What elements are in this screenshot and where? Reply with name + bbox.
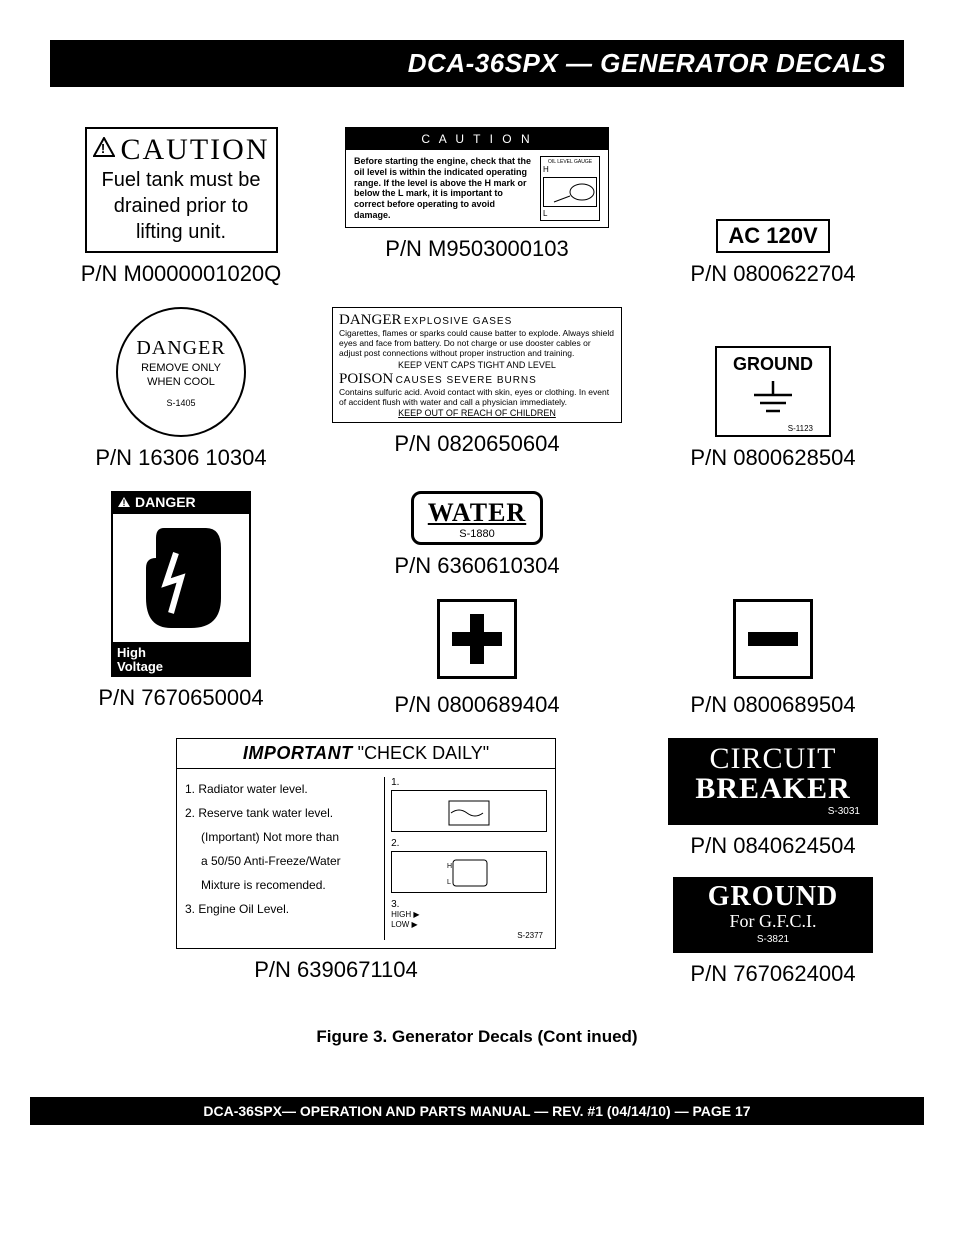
check-pic-label: 1. — [391, 777, 547, 788]
danger-subheading: EXPLOSIVE GASES — [404, 316, 512, 327]
decal-plus: P/N 0800689404 — [332, 599, 622, 718]
check-daily-label: "CHECK DAILY" — [353, 743, 489, 763]
part-number: P/N 7670624004 — [642, 961, 904, 987]
check-item: 2. Reserve tank water level. — [185, 801, 384, 825]
gfci-label: For G.F.C.I. — [691, 911, 855, 932]
oil-high-label: HIGH ▶ — [391, 910, 547, 920]
gauge-l: L — [543, 209, 597, 219]
figure-caption: Figure 3. Generator Decals (Cont inued) — [50, 1027, 904, 1047]
warning-triangle-icon: ! — [117, 495, 131, 511]
check-item: (Important) Not more than — [185, 825, 384, 849]
serial-number: S-1880 — [428, 528, 526, 540]
part-number: P/N 6390671104 — [50, 957, 622, 983]
decal-water: WATER S-1880 P/N 6360610304 — [332, 491, 622, 579]
decal-oil-caution: C A U T I O N Before starting the engine… — [332, 127, 622, 262]
check-item: Mixture is recomended. — [185, 873, 384, 897]
decal-circuit-breaker: CIRCUIT BREAKER S-3031 P/N 0840624504 — [642, 738, 904, 859]
poison-heading: POISON — [339, 371, 393, 387]
ac120v-label: AC 120V — [716, 219, 829, 253]
danger-heading: DANGER — [339, 312, 402, 328]
radiator-icon — [391, 790, 547, 832]
decal-explosive-gases: DANGER EXPLOSIVE GASES Cigarettes, flame… — [332, 307, 622, 457]
poison-subheading: CAUSES SEVERE BURNS — [396, 375, 537, 386]
part-number: P/N 0840624504 — [642, 833, 904, 859]
reserve-tank-icon: HL — [391, 851, 547, 893]
ground-label: GROUND — [733, 354, 813, 375]
decal-circuit-ground-stack: CIRCUIT BREAKER S-3031 P/N 0840624504 GR… — [642, 738, 904, 987]
gases-text: Cigarettes, flames or sparks could cause… — [339, 329, 615, 358]
oil-low-label: LOW ▶ — [391, 920, 547, 930]
decal-minus: P/N 0800689504 — [642, 599, 904, 718]
gauge-label: OIL LEVEL GAUGE — [543, 159, 597, 165]
high-voltage-hand-icon — [111, 514, 251, 644]
serial-number: S-1405 — [166, 398, 195, 408]
gases-text: Contains sulfuric acid. Avoid contact wi… — [339, 388, 615, 408]
caution-line: lifting unit. — [93, 219, 270, 245]
important-label: IMPORTANT — [243, 743, 353, 763]
ground-label: GROUND — [691, 883, 855, 911]
high-voltage-text: Voltage — [117, 660, 245, 674]
caution-title: CAUTION — [121, 133, 270, 166]
check-pic-label: 2. — [391, 838, 547, 849]
part-number: P/N 16306 10304 — [50, 445, 312, 471]
part-number: P/N M0000001020Q — [50, 261, 312, 287]
gases-text: KEEP OUT OF REACH OF CHILDREN — [339, 408, 615, 418]
oil-gauge-icon: OIL LEVEL GAUGE H L — [540, 156, 600, 221]
danger-text: REMOVE ONLY — [141, 362, 221, 374]
breaker-label: BREAKER — [686, 774, 860, 804]
decal-ground-symbol: GROUND S-1123 P/N 0800628504 — [642, 346, 904, 471]
page-footer: DCA-36SPX— OPERATION AND PARTS MANUAL — … — [30, 1097, 924, 1125]
svg-text:H: H — [447, 863, 452, 870]
check-pic-label: 3. — [391, 899, 547, 910]
part-number: P/N 0800622704 — [642, 261, 904, 287]
part-number: P/N M9503000103 — [332, 236, 622, 262]
svg-text:!: ! — [123, 498, 126, 508]
decal-caution-fuel: ! CAUTION Fuel tank must be drained prio… — [50, 127, 312, 287]
circuit-label: CIRCUIT — [686, 744, 860, 774]
serial-number: S-3031 — [686, 806, 860, 817]
gases-text: KEEP VENT CAPS TIGHT AND LEVEL — [339, 360, 615, 370]
warning-triangle-icon: ! — [93, 131, 115, 165]
serial-number: S-2377 — [391, 931, 547, 940]
serial-number: S-3821 — [691, 934, 855, 945]
oil-caution-title: C A U T I O N — [346, 128, 608, 150]
part-number: P/N 6360610304 — [332, 553, 622, 579]
high-voltage-text: High — [117, 646, 245, 660]
oil-caution-text: Before starting the engine, check that t… — [354, 156, 534, 221]
ground-icon — [748, 381, 798, 419]
caution-line: Fuel tank must be — [93, 167, 270, 193]
part-number: P/N 0800689404 — [332, 692, 622, 718]
svg-text:L: L — [447, 879, 451, 886]
check-item: 3. Engine Oil Level. — [185, 897, 384, 921]
danger-label: DANGER — [135, 494, 196, 510]
serial-number: S-1123 — [733, 424, 813, 433]
part-number: P/N 7670650004 — [50, 685, 312, 711]
page-header: DCA-36SPX — GENERATOR DECALS — [50, 40, 904, 87]
part-number: P/N 0800628504 — [642, 445, 904, 471]
danger-label: DANGER — [136, 337, 225, 360]
danger-text: WHEN COOL — [147, 376, 215, 388]
check-item: 1. Radiator water level. — [185, 777, 384, 801]
water-label: WATER — [428, 498, 526, 528]
decal-ground-gfci: GROUND For G.F.C.I. S-3821 P/N 767062400… — [642, 877, 904, 987]
decals-grid: ! CAUTION Fuel tank must be drained prio… — [50, 127, 904, 987]
gauge-h: H — [543, 165, 597, 175]
check-item: a 50/50 Anti-Freeze/Water — [185, 849, 384, 873]
decal-danger-hand: ! DANGER High Voltage P/N 7670650004 — [50, 491, 312, 711]
svg-text:!: ! — [100, 141, 106, 156]
decal-ac120v: AC 120V P/N 0800622704 — [642, 219, 904, 287]
part-number: P/N 0800689504 — [642, 692, 904, 718]
decal-check-daily: IMPORTANT "CHECK DAILY" 1. Radiator wate… — [50, 738, 622, 983]
caution-line: drained prior to — [93, 193, 270, 219]
part-number: P/N 0820650604 — [332, 431, 622, 457]
plus-icon — [437, 599, 517, 679]
decal-danger-cool: DANGER REMOVE ONLY WHEN COOL S-1405 P/N … — [50, 307, 312, 471]
minus-icon — [733, 599, 813, 679]
